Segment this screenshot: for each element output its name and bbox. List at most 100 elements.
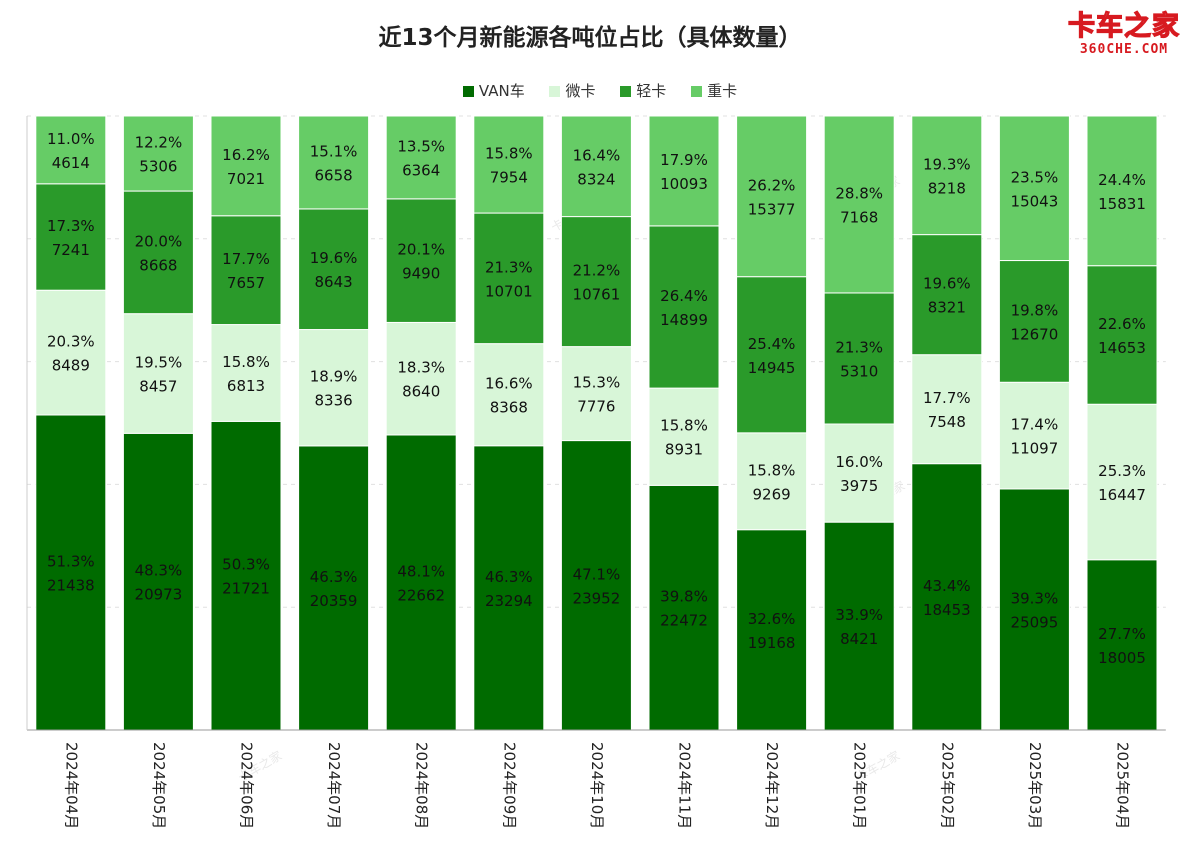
bar-segment-light[interactable] [385, 198, 457, 323]
chart-title: 近13个月新能源各吨位占比（具体数量） [378, 25, 802, 51]
bar-segment-van[interactable] [736, 529, 808, 731]
bar-segment-van[interactable] [998, 488, 1070, 731]
bar-segment-van[interactable] [1086, 559, 1158, 731]
bar-segment-light[interactable] [35, 183, 107, 291]
bar-segment-light[interactable] [473, 212, 545, 345]
bar-segment-micro[interactable] [998, 381, 1070, 490]
bar-segment-heavy[interactable] [1086, 115, 1158, 267]
legend-item-heavy[interactable]: 重卡 [691, 80, 737, 101]
bar-segment-micro[interactable] [298, 329, 370, 447]
bar-segment-van[interactable] [298, 445, 370, 731]
bar-segment-van[interactable] [560, 440, 632, 731]
data-label-value: 22662 [397, 586, 445, 604]
bar-segment-van[interactable] [122, 432, 194, 731]
data-label-value: 6813 [227, 377, 265, 395]
x-tick-label: 2025年03月 [1026, 742, 1044, 829]
bar-segment-light[interactable] [210, 215, 282, 326]
bar-segment-van[interactable] [911, 463, 983, 731]
data-label-value: 10761 [573, 286, 621, 304]
bar-segment-micro[interactable] [122, 313, 194, 434]
bar-segment-van[interactable] [35, 414, 107, 731]
data-label-percent: 11.0% [47, 130, 95, 148]
bar-segment-light[interactable] [648, 225, 720, 389]
bar-segment-micro[interactable] [473, 343, 545, 447]
data-label-value: 8931 [665, 441, 703, 459]
bar-segment-van[interactable] [385, 434, 457, 731]
data-label-value: 5310 [840, 362, 878, 380]
x-tick-label: 2024年10月 [588, 742, 606, 829]
bar-segment-micro[interactable] [35, 289, 107, 416]
bar-segment-light[interactable] [298, 208, 370, 331]
data-label-value: 7021 [227, 170, 265, 188]
data-label-percent: 16.4% [573, 146, 621, 164]
data-label-value: 9269 [753, 485, 791, 503]
data-label-percent: 39.8% [660, 588, 708, 606]
x-tick-label: 2024年05月 [150, 742, 168, 829]
bar-segment-micro[interactable] [648, 387, 720, 486]
bar-segment-micro[interactable] [736, 432, 808, 531]
x-tick-label: 2025年02月 [938, 742, 956, 829]
bar-segment-heavy[interactable] [210, 115, 282, 217]
data-label-percent: 15.8% [222, 353, 270, 371]
data-label-percent: 17.7% [222, 250, 270, 268]
legend-item-light[interactable]: 轻卡 [620, 80, 666, 101]
data-label-value: 11097 [1011, 440, 1059, 458]
data-label-value: 5306 [139, 158, 177, 176]
data-label-percent: 12.2% [135, 134, 183, 152]
data-label-percent: 15.8% [485, 145, 533, 163]
bar-segment-heavy[interactable] [823, 115, 895, 294]
data-label-percent: 26.4% [660, 287, 708, 305]
data-label-percent: 21.3% [835, 338, 883, 356]
bar-segment-heavy[interactable] [560, 115, 632, 218]
data-label-percent: 13.5% [397, 137, 445, 155]
data-label-value: 23952 [573, 589, 621, 607]
bar-segment-heavy[interactable] [736, 115, 808, 278]
bar-segment-micro[interactable] [823, 423, 895, 523]
bar-segment-van[interactable] [823, 521, 895, 731]
bar-segment-heavy[interactable] [122, 115, 194, 192]
data-label-percent: 39.3% [1011, 589, 1059, 607]
bar-segment-heavy[interactable] [648, 115, 720, 227]
bar-segment-light[interactable] [560, 216, 632, 348]
bar-segment-heavy[interactable] [385, 115, 457, 200]
data-label-percent: 20.3% [47, 333, 95, 351]
data-label-value: 7168 [840, 208, 878, 226]
bar-segment-micro[interactable] [1086, 403, 1158, 561]
data-label-percent: 20.0% [135, 232, 183, 250]
bar-segment-micro[interactable] [385, 321, 457, 436]
bar-segment-heavy[interactable] [35, 115, 107, 185]
bar-segment-light[interactable] [1086, 265, 1158, 405]
bar-segment-van[interactable] [210, 420, 282, 731]
legend-swatch-light [620, 86, 632, 97]
data-label-percent: 50.3% [222, 556, 270, 574]
legend-label-light: 轻卡 [636, 82, 667, 100]
data-label-percent: 17.4% [1011, 416, 1059, 434]
data-label-percent: 18.3% [397, 359, 445, 377]
data-label-value: 8643 [315, 273, 353, 291]
bar-segment-light[interactable] [823, 292, 895, 425]
bar-segment-light[interactable] [911, 234, 983, 356]
bar-segment-van[interactable] [473, 445, 545, 731]
bar-segment-micro[interactable] [911, 354, 983, 465]
data-label-value: 14899 [660, 311, 708, 329]
bar-segment-light[interactable] [998, 260, 1070, 383]
bar-segment-light[interactable] [122, 190, 194, 315]
data-label-percent: 48.1% [397, 562, 445, 580]
bar-segment-heavy[interactable] [298, 115, 370, 210]
bar-segment-micro[interactable] [560, 346, 632, 442]
data-label-value: 7241 [52, 241, 90, 259]
data-label-value: 10093 [660, 175, 708, 193]
bar-segment-heavy[interactable] [473, 115, 545, 214]
bar-segment-heavy[interactable] [998, 115, 1070, 262]
legend-item-micro[interactable]: 微卡 [549, 80, 596, 101]
data-label-percent: 26.2% [748, 176, 796, 194]
legend-swatch-micro [549, 86, 561, 97]
legend-item-van[interactable]: VAN车 [462, 80, 525, 101]
data-label-percent: 46.3% [310, 568, 358, 586]
bar-segment-micro[interactable] [210, 324, 282, 422]
bar-segment-light[interactable] [736, 276, 808, 434]
data-label-percent: 51.3% [47, 552, 95, 570]
bar-segment-van[interactable] [648, 484, 720, 731]
data-label-value: 7548 [928, 413, 966, 431]
bar-segment-heavy[interactable] [911, 115, 983, 236]
